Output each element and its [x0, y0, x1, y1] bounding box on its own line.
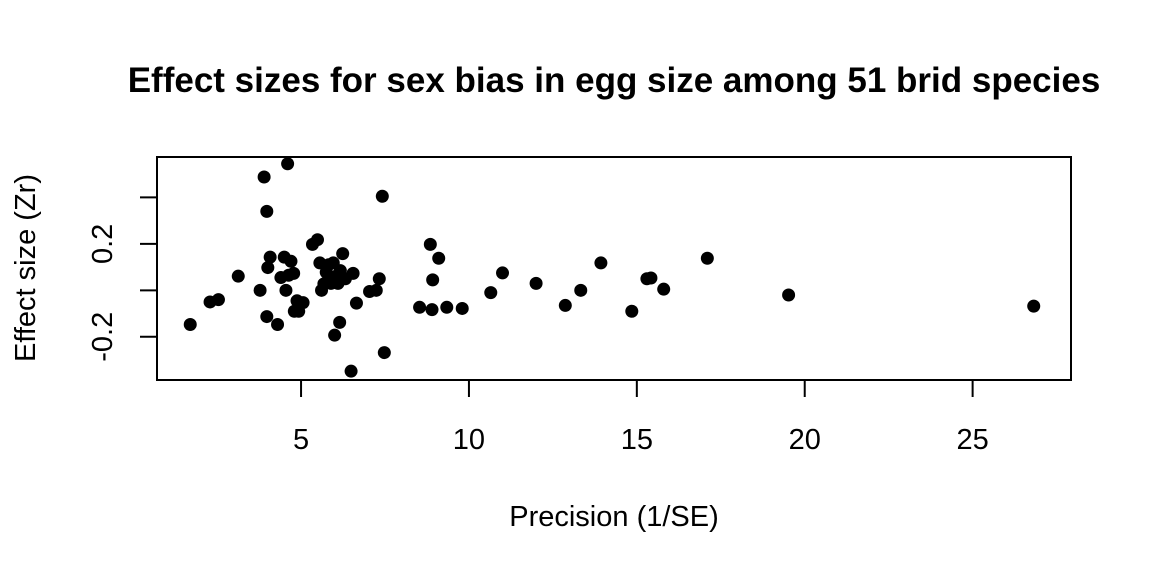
- data-point: [253, 283, 267, 297]
- data-point: [644, 271, 658, 285]
- data-point: [231, 269, 245, 283]
- data-point: [287, 266, 301, 280]
- data-point: [594, 256, 608, 270]
- data-points: [183, 157, 1041, 378]
- data-point: [426, 273, 440, 287]
- data-point: [261, 261, 275, 275]
- data-point: [279, 283, 293, 297]
- x-tick-label: 5: [293, 424, 309, 456]
- chart-title: Effect sizes for sex bias in egg size am…: [128, 61, 1101, 100]
- data-point: [782, 288, 796, 302]
- data-point: [296, 296, 310, 310]
- data-point: [284, 254, 298, 268]
- data-point: [211, 293, 225, 307]
- data-point: [372, 272, 386, 286]
- data-point: [377, 346, 391, 360]
- y-axis: -0.2 0.2: [87, 196, 157, 362]
- data-point: [558, 298, 572, 312]
- data-point: [1027, 299, 1041, 313]
- data-point: [425, 303, 439, 317]
- data-point: [529, 276, 543, 290]
- x-tick-label: 25: [956, 424, 988, 456]
- y-tick-label: 0.2: [87, 224, 119, 264]
- data-point: [413, 300, 427, 314]
- data-point: [263, 250, 277, 264]
- data-point: [344, 364, 358, 378]
- data-point: [700, 251, 714, 265]
- data-point: [311, 233, 325, 247]
- data-point: [328, 328, 342, 342]
- data-point: [657, 282, 671, 296]
- data-point: [271, 317, 285, 331]
- data-point: [281, 157, 295, 171]
- y-axis-label: Effect size (Zr): [10, 174, 42, 362]
- data-point: [484, 286, 498, 300]
- data-point: [346, 266, 360, 280]
- x-axis-label: Precision (1/SE): [509, 501, 719, 533]
- data-point: [440, 300, 454, 314]
- x-tick-label: 10: [453, 424, 485, 456]
- data-point: [369, 283, 383, 297]
- data-point: [574, 283, 588, 297]
- data-point: [375, 189, 389, 203]
- data-point: [257, 170, 271, 184]
- data-point: [496, 266, 510, 280]
- x-tick-label: 20: [789, 424, 821, 456]
- y-tick-label: -0.2: [87, 312, 119, 362]
- data-point: [183, 317, 197, 331]
- x-axis: 5 10 15 20 25: [293, 380, 989, 456]
- data-point: [333, 315, 347, 329]
- data-point: [455, 301, 469, 315]
- plot-frame: [156, 156, 1072, 381]
- data-point: [349, 296, 363, 310]
- data-point: [423, 237, 437, 251]
- data-point: [336, 247, 350, 261]
- data-point: [260, 204, 274, 218]
- data-point: [260, 310, 274, 324]
- data-point: [432, 251, 446, 265]
- x-tick-label: 15: [621, 424, 653, 456]
- data-point: [625, 304, 639, 318]
